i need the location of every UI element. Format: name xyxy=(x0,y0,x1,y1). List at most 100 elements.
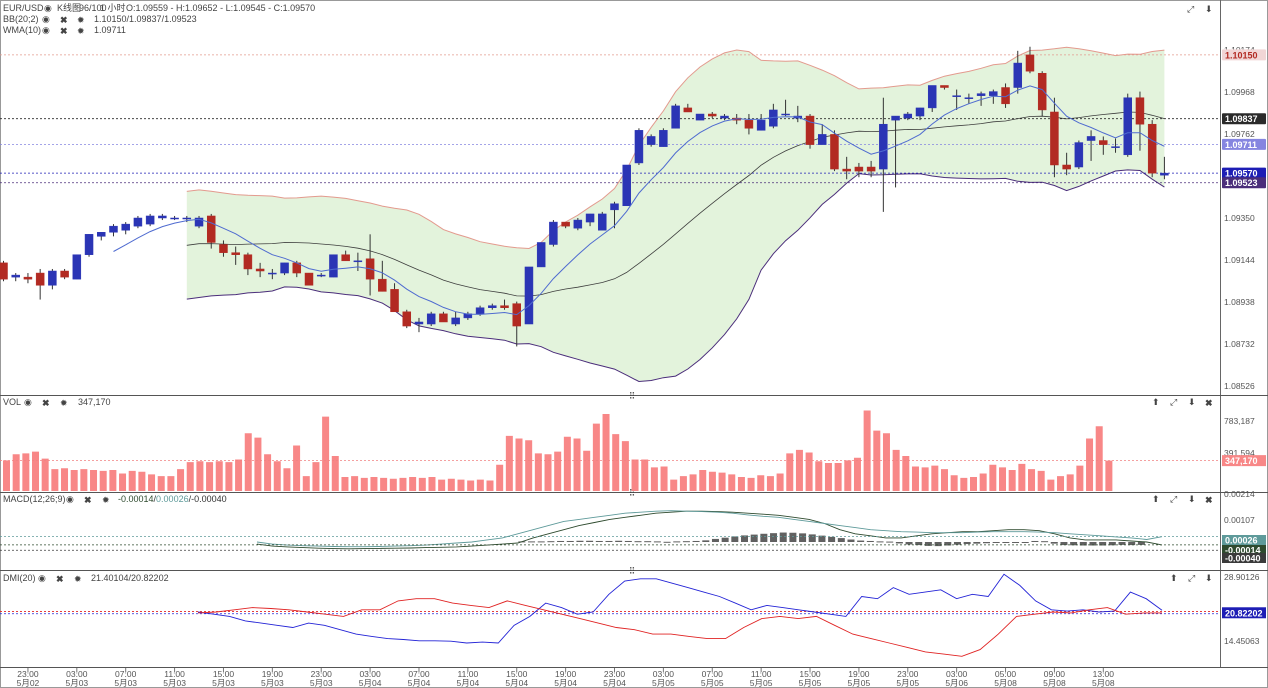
macd-histogram-bar xyxy=(905,542,913,545)
macd-histogram-bar xyxy=(1060,542,1068,546)
close-icon[interactable]: ✖ xyxy=(1205,398,1213,408)
arrow-down-icon[interactable]: ⬇ xyxy=(1188,494,1196,504)
macd-histogram-bar xyxy=(673,541,681,543)
gear-icon[interactable]: ✹ xyxy=(102,495,110,505)
close-icon[interactable]: ✖ xyxy=(42,398,50,408)
close-icon[interactable]: ✖ xyxy=(60,26,68,36)
volume-bar xyxy=(1105,460,1113,491)
macd-histogram-bar xyxy=(653,541,661,543)
macd-tick-label: 0.00107 xyxy=(1224,515,1255,525)
macd-label: MACD(12;26;9) xyxy=(3,494,66,504)
dmi-tick-label: 28.90126 xyxy=(1224,572,1260,582)
volume-bar xyxy=(708,471,716,491)
volume-bar xyxy=(380,477,388,491)
eye-icon[interactable]: ◉ xyxy=(44,3,52,13)
wma-polyline xyxy=(113,85,1165,316)
macd-histogram-bar xyxy=(547,541,555,543)
dmi-minus-line xyxy=(197,598,1162,657)
candle-body xyxy=(1135,97,1145,125)
volume-bar xyxy=(235,459,243,491)
time-tick-hour: 13:00 xyxy=(1093,669,1115,679)
volume-bar xyxy=(1018,463,1026,491)
volume-bar xyxy=(815,461,823,491)
candle-body xyxy=(11,274,20,278)
macd-histogram-bar xyxy=(566,540,574,542)
candle-body xyxy=(915,107,925,117)
time-tick-date: 5月05 xyxy=(652,678,675,688)
eye-icon[interactable]: ◉ xyxy=(24,397,32,407)
gear-icon[interactable]: ✹ xyxy=(77,15,85,25)
volume-bar xyxy=(718,472,726,491)
volume-bar xyxy=(641,459,649,491)
macd-histogram-bar xyxy=(1021,542,1029,543)
volume-bar xyxy=(844,460,852,491)
volume-bar xyxy=(544,454,552,491)
macd-histogram-bar xyxy=(576,540,584,542)
gear-icon[interactable]: ✹ xyxy=(77,26,85,36)
volume-bar xyxy=(960,477,968,491)
eye-icon[interactable]: ◉ xyxy=(38,573,46,583)
expand-icon[interactable]: ⤢ xyxy=(1169,494,1177,504)
expand-icon[interactable]: ⤢ xyxy=(1187,573,1195,583)
candle-body xyxy=(206,215,216,243)
candle-body xyxy=(866,166,876,172)
arrow-down-icon[interactable]: ⬇ xyxy=(1205,4,1213,14)
price-tick-label: 1.09762 xyxy=(1224,129,1255,139)
time-tick-hour: 15:00 xyxy=(506,669,528,679)
macd-histogram-bar xyxy=(1118,542,1126,545)
volume-bar xyxy=(370,477,378,491)
dmi-label: DMI(20) xyxy=(3,573,36,583)
candle-body xyxy=(744,119,754,129)
macd-value-signal: 0.00026 xyxy=(156,494,189,504)
volume-bar xyxy=(51,469,59,491)
volume-bar xyxy=(196,461,204,491)
gear-icon[interactable]: ✹ xyxy=(60,398,68,408)
macd-histogram-bar xyxy=(711,538,719,542)
eye-icon[interactable]: ◉ xyxy=(42,14,50,24)
scale-label: 96/100 xyxy=(79,3,107,13)
dmi-values: 21.40104/20.82202 xyxy=(91,573,169,583)
dmi-plus-line xyxy=(197,573,1163,644)
vol-header: VOL ◉ ✖ ✹ 347,170 ⬆ ⤢ ⬇ ✖ xyxy=(3,397,1213,408)
expand-icon[interactable]: ⤢ xyxy=(1186,4,1194,14)
macd-histogram-bar xyxy=(1108,542,1116,546)
time-tick-hour: 19:00 xyxy=(848,669,870,679)
macd-histogram-bar xyxy=(634,541,642,543)
arrow-up-icon[interactable]: ⬆ xyxy=(1152,494,1160,504)
arrow-down-icon[interactable]: ⬇ xyxy=(1188,397,1196,407)
macd-tag-label: -0.00014 xyxy=(1225,546,1261,556)
main-header: EUR/USD ◉ K线图 96/100 1 小时 O:1.09559 - H:… xyxy=(3,2,1213,36)
close-icon[interactable]: ✖ xyxy=(56,574,64,584)
expand-icon[interactable]: ⤢ xyxy=(1169,397,1177,407)
macd-resize-handle-icon[interactable]: ⠿ xyxy=(629,488,636,498)
arrow-up-icon[interactable]: ⬆ xyxy=(1152,397,1160,407)
interval-label: 1 小时 xyxy=(100,2,126,13)
eye-icon[interactable]: ◉ xyxy=(66,494,74,504)
volume-bar xyxy=(438,479,446,491)
candle-body xyxy=(255,268,265,272)
candle-body xyxy=(329,254,338,278)
close-icon[interactable]: ✖ xyxy=(1205,495,1213,505)
macd-value-sep: / xyxy=(154,494,157,504)
dmi-resize-handle-icon[interactable]: ⠿ xyxy=(629,566,636,576)
arrow-up-icon[interactable]: ⬆ xyxy=(1170,573,1178,583)
dmi-tag xyxy=(1222,607,1266,619)
volume-bar xyxy=(90,470,98,491)
arrow-down-icon[interactable]: ⬇ xyxy=(1205,573,1213,583)
close-icon[interactable]: ✖ xyxy=(84,495,92,505)
volume-bar xyxy=(119,473,127,491)
macd-histogram-bar xyxy=(934,542,942,547)
volume-bar xyxy=(128,470,136,491)
candle-body xyxy=(781,113,790,116)
candle-body xyxy=(1025,54,1035,72)
volume-bar xyxy=(863,410,871,491)
close-icon[interactable]: ✖ xyxy=(60,15,68,25)
gear-icon[interactable]: ✹ xyxy=(74,574,82,584)
volume-bar xyxy=(699,470,707,491)
vol-resize-handle-icon[interactable]: ⠿ xyxy=(629,391,636,401)
candle-body xyxy=(817,134,827,145)
eye-icon[interactable]: ◉ xyxy=(42,25,50,35)
candle-body xyxy=(231,252,240,255)
volume-bar xyxy=(496,464,504,491)
